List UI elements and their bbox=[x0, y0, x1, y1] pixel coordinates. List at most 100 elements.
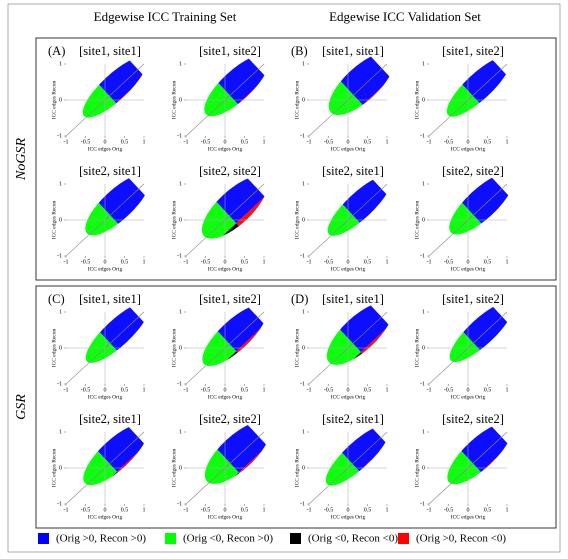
x-tick-label: 1 bbox=[386, 259, 389, 265]
x-tick-label: -1 bbox=[184, 387, 189, 393]
panel-title: [site1, site2] bbox=[199, 44, 261, 58]
y-tick-label: 1 bbox=[422, 309, 425, 315]
x-axis-label: ICC edges Orig bbox=[331, 514, 366, 520]
x-tick-label: -0.5 bbox=[444, 139, 454, 145]
y-tick-label: -1 bbox=[300, 501, 305, 507]
x-axis-label: ICC edges Orig bbox=[331, 146, 366, 152]
x-axis-label: ICC edges Orig bbox=[88, 394, 123, 400]
x-tick-label: -0.5 bbox=[324, 507, 334, 513]
x-tick-label: 1 bbox=[386, 507, 389, 513]
y-tick-label: 1 bbox=[302, 181, 305, 187]
x-tick-label: -1 bbox=[184, 259, 189, 265]
y-axis-label: ICC edges Recon bbox=[171, 201, 177, 240]
legend-label: (Orig >0, Recon <0) bbox=[416, 533, 506, 545]
x-axis-label: ICC edges Orig bbox=[331, 266, 366, 272]
y-tick-label: -1 bbox=[420, 133, 425, 139]
y-tick-label: -1 bbox=[57, 253, 62, 259]
y-tick-label: 1 bbox=[302, 61, 305, 67]
column-header: Edgewise ICC Validation Set bbox=[329, 9, 481, 24]
group-frame bbox=[35, 37, 557, 281]
group-frame bbox=[35, 285, 557, 529]
x-axis-label: ICC edges Orig bbox=[88, 146, 123, 152]
y-tick-label: 0 bbox=[422, 465, 425, 471]
y-axis-label: ICC edges Recon bbox=[51, 201, 57, 240]
y-tick-label: 1 bbox=[59, 61, 62, 67]
x-tick-label: 1 bbox=[263, 507, 266, 513]
y-tick-label: 0 bbox=[179, 217, 182, 223]
y-tick-label: -1 bbox=[177, 381, 182, 387]
x-tick-label: -0.5 bbox=[444, 387, 454, 393]
x-tick-label: 0 bbox=[224, 387, 227, 393]
y-tick-label: -1 bbox=[420, 501, 425, 507]
x-tick-label: 0.5 bbox=[241, 259, 249, 265]
panel-letter: (D) bbox=[291, 292, 308, 306]
panel-title: [site1, site1] bbox=[79, 292, 141, 306]
x-tick-label: -1 bbox=[64, 387, 69, 393]
x-axis-label: ICC edges Orig bbox=[88, 514, 123, 520]
x-tick-label: 0 bbox=[347, 139, 350, 145]
x-tick-label: 0.5 bbox=[484, 139, 492, 145]
y-tick-label: -1 bbox=[300, 253, 305, 259]
x-tick-label: 0.5 bbox=[241, 387, 249, 393]
x-tick-label: -1 bbox=[307, 387, 312, 393]
y-tick-label: -1 bbox=[57, 381, 62, 387]
y-tick-label: 1 bbox=[179, 61, 182, 67]
y-axis-label: ICC edges Recon bbox=[414, 449, 420, 488]
column-header: Edgewise ICC Training Set bbox=[94, 9, 237, 24]
x-tick-label: 1 bbox=[263, 139, 266, 145]
x-tick-label: -1 bbox=[307, 259, 312, 265]
x-tick-label: -0.5 bbox=[81, 259, 91, 265]
y-tick-label: -1 bbox=[57, 501, 62, 507]
x-tick-label: 0.5 bbox=[364, 507, 372, 513]
x-axis-label: ICC edges Orig bbox=[451, 146, 486, 152]
x-tick-label: -1 bbox=[307, 507, 312, 513]
x-tick-label: -1 bbox=[64, 507, 69, 513]
x-axis-label: ICC edges Orig bbox=[208, 514, 243, 520]
x-tick-label: 0 bbox=[104, 507, 107, 513]
y-tick-label: -1 bbox=[177, 133, 182, 139]
x-tick-label: 1 bbox=[506, 507, 509, 513]
x-axis-label: ICC edges Orig bbox=[331, 394, 366, 400]
y-tick-label: 1 bbox=[179, 429, 182, 435]
x-tick-label: 0.5 bbox=[121, 139, 129, 145]
y-tick-label: 0 bbox=[179, 345, 182, 351]
y-tick-label: 1 bbox=[422, 61, 425, 67]
panel-letter: (B) bbox=[291, 44, 308, 58]
x-tick-label: 0 bbox=[224, 507, 227, 513]
x-tick-label: -1 bbox=[64, 139, 69, 145]
x-tick-label: -1 bbox=[427, 507, 432, 513]
legend-swatch bbox=[398, 533, 409, 544]
y-tick-label: 1 bbox=[422, 181, 425, 187]
y-tick-label: 1 bbox=[302, 309, 305, 315]
y-tick-label: 1 bbox=[422, 429, 425, 435]
legend-label: (Orig >0, Recon >0) bbox=[56, 533, 146, 545]
x-tick-label: 1 bbox=[506, 387, 509, 393]
x-tick-label: 0 bbox=[104, 139, 107, 145]
x-tick-label: 0.5 bbox=[121, 387, 129, 393]
panel-title: [site2, site2] bbox=[442, 412, 504, 426]
x-axis-label: ICC edges Orig bbox=[208, 266, 243, 272]
x-tick-label: 0 bbox=[224, 259, 227, 265]
x-tick-label: -1 bbox=[184, 507, 189, 513]
x-tick-label: 0 bbox=[347, 259, 350, 265]
y-tick-label: 0 bbox=[422, 217, 425, 223]
panel-title: [site2, site1] bbox=[322, 412, 384, 426]
x-tick-label: 0 bbox=[224, 139, 227, 145]
x-tick-label: -0.5 bbox=[81, 139, 91, 145]
x-tick-label: -0.5 bbox=[324, 259, 334, 265]
x-tick-label: -1 bbox=[427, 387, 432, 393]
x-tick-label: 1 bbox=[143, 507, 146, 513]
x-tick-label: -0.5 bbox=[201, 139, 211, 145]
y-tick-label: -1 bbox=[300, 133, 305, 139]
y-tick-label: -1 bbox=[300, 381, 305, 387]
x-tick-label: 0.5 bbox=[121, 259, 129, 265]
y-tick-label: 0 bbox=[59, 217, 62, 223]
y-tick-label: 0 bbox=[422, 345, 425, 351]
y-axis-label: ICC edges Recon bbox=[171, 449, 177, 488]
x-tick-label: 0 bbox=[467, 259, 470, 265]
y-tick-label: 0 bbox=[302, 217, 305, 223]
group-label: GSR bbox=[14, 394, 29, 420]
x-tick-label: 0.5 bbox=[121, 507, 129, 513]
y-tick-label: -1 bbox=[57, 133, 62, 139]
